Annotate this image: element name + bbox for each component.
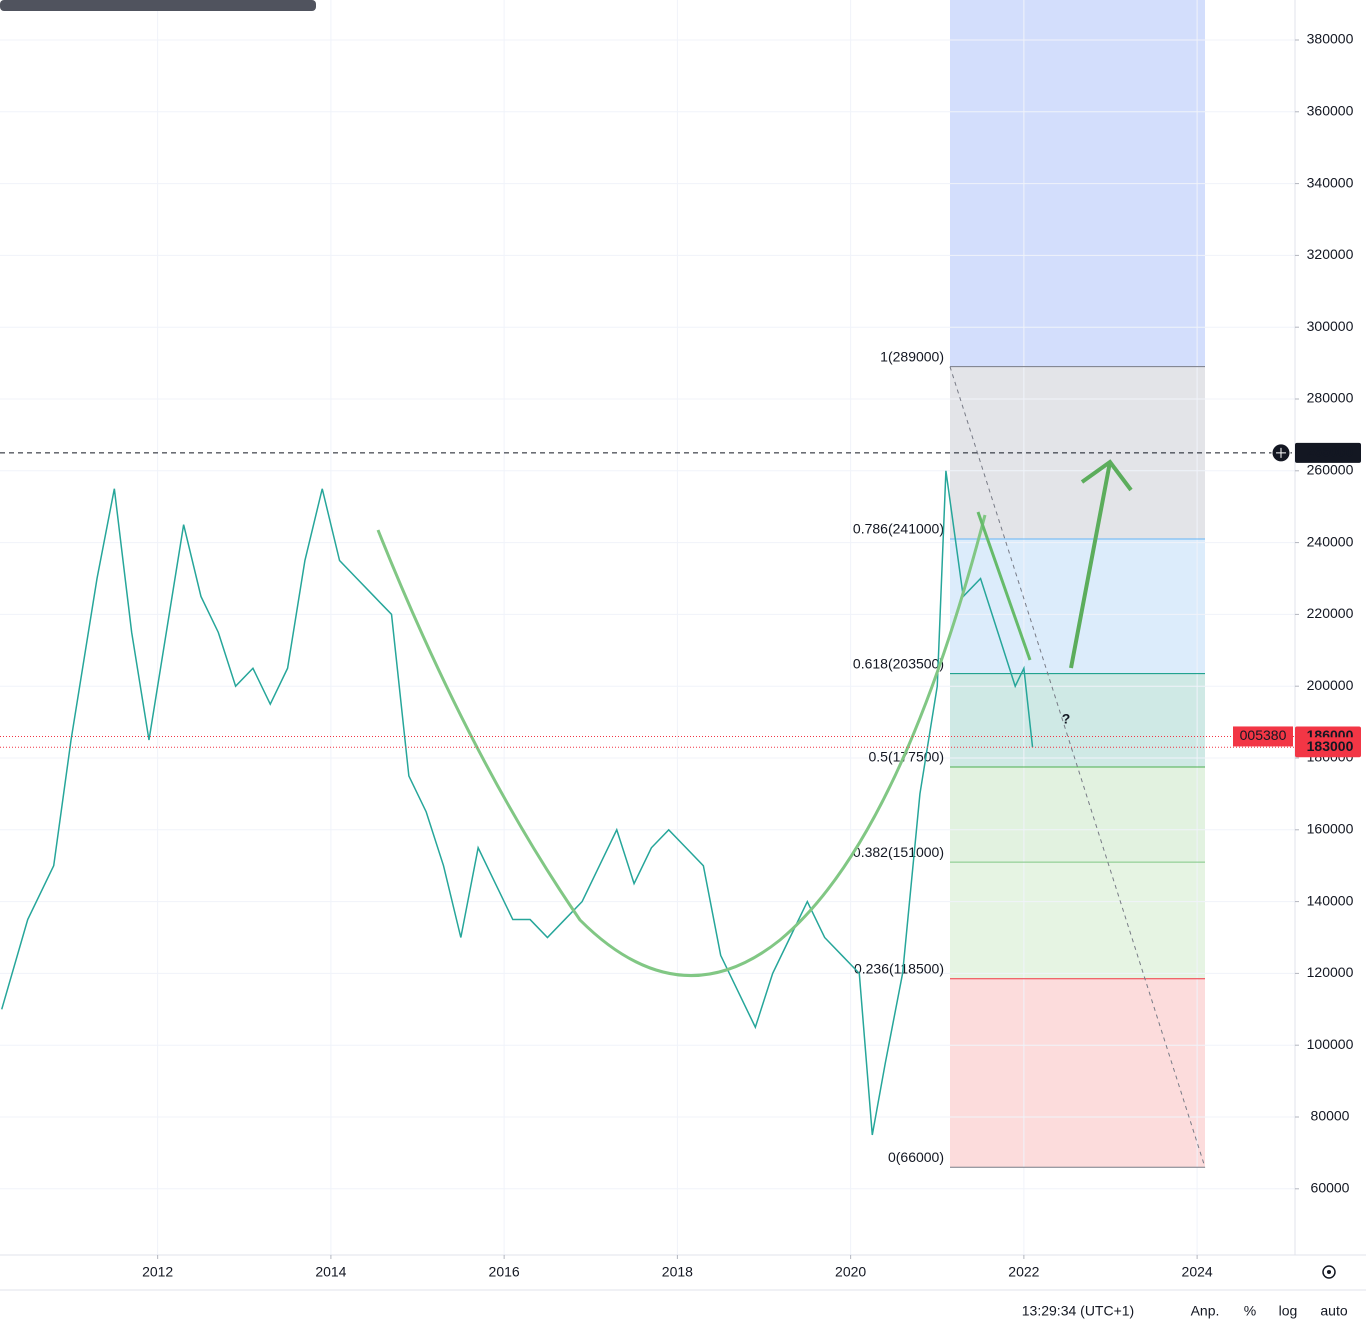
- price-marker-label: 265000: [1307, 444, 1354, 460]
- y-tick-label: 380000: [1307, 31, 1354, 47]
- fib-zone: [950, 539, 1205, 674]
- fib-label: 0.618(203500): [853, 655, 944, 671]
- toolbar-stub: [0, 0, 316, 11]
- y-tick-label: 220000: [1307, 605, 1354, 621]
- y-tick-label: 360000: [1307, 102, 1354, 118]
- y-tick-label: 140000: [1307, 892, 1354, 908]
- fib-label: 0.236(118500): [854, 960, 944, 976]
- fib-label: 0.786(241000): [853, 521, 944, 537]
- grid: [0, 0, 1295, 1255]
- price-marker-label: 183000: [1307, 738, 1354, 754]
- fib-zone: [950, 862, 1205, 979]
- scale-button[interactable]: %: [1244, 1303, 1256, 1319]
- arrow-drawing: [1069, 459, 1133, 669]
- y-tick-label: 300000: [1307, 318, 1354, 334]
- x-tick-label: 2024: [1182, 1264, 1213, 1280]
- clock: 13:29:34 (UTC+1): [1022, 1303, 1134, 1319]
- fib-label: 0.382(151000): [853, 844, 944, 860]
- fib-zone: [950, 673, 1205, 767]
- fib-zone: [950, 978, 1205, 1168]
- fib-zones: [950, 0, 1205, 1168]
- price-line: [1, 470, 1034, 1136]
- arrow-drawing: [976, 511, 1032, 661]
- symbol-label: 005380: [1240, 727, 1287, 743]
- fib-zone: [950, 766, 1205, 863]
- fib-label: 0(66000): [888, 1149, 944, 1165]
- fib-zone: [950, 366, 1205, 540]
- y-tick-label: 200000: [1307, 677, 1354, 693]
- y-tick-label: 80000: [1311, 1108, 1350, 1124]
- crosshair-plus-icon: [1276, 447, 1286, 458]
- annotation: ?: [1062, 711, 1071, 727]
- y-tick-label: 340000: [1307, 174, 1354, 190]
- y-tick-label: 240000: [1307, 533, 1354, 549]
- settings-icon[interactable]: [1322, 1265, 1336, 1279]
- y-tick-label: 280000: [1307, 390, 1354, 406]
- y-tick-label: 120000: [1307, 964, 1354, 980]
- scale-button[interactable]: Anp.: [1191, 1303, 1220, 1319]
- scale-button[interactable]: log: [1279, 1303, 1298, 1319]
- y-tick-label: 160000: [1307, 821, 1354, 837]
- y-tick-label: 320000: [1307, 246, 1354, 262]
- plot: 1(289000)0.786(241000)0.618(203500)0.5(1…: [0, 348, 1295, 1168]
- x-tick-label: 2016: [489, 1264, 520, 1280]
- scale-button[interactable]: auto: [1320, 1303, 1347, 1319]
- y-tick-label: 100000: [1307, 1036, 1354, 1052]
- x-tick-label: 2020: [835, 1264, 866, 1280]
- symbol-box: [1233, 726, 1293, 747]
- x-tick-label: 2014: [315, 1264, 346, 1280]
- fib-label: 1(289000): [880, 348, 944, 364]
- price-marker-box: [1295, 442, 1361, 463]
- cup-drawing: [376, 514, 987, 978]
- y-tick-label: 260000: [1307, 461, 1354, 477]
- price-marker-box: [1295, 737, 1361, 758]
- x-tick-label: 2018: [662, 1264, 693, 1280]
- y-tick-label: 60000: [1311, 1180, 1350, 1196]
- x-tick-label: 2012: [142, 1264, 173, 1280]
- x-tick-label: 2022: [1008, 1264, 1039, 1280]
